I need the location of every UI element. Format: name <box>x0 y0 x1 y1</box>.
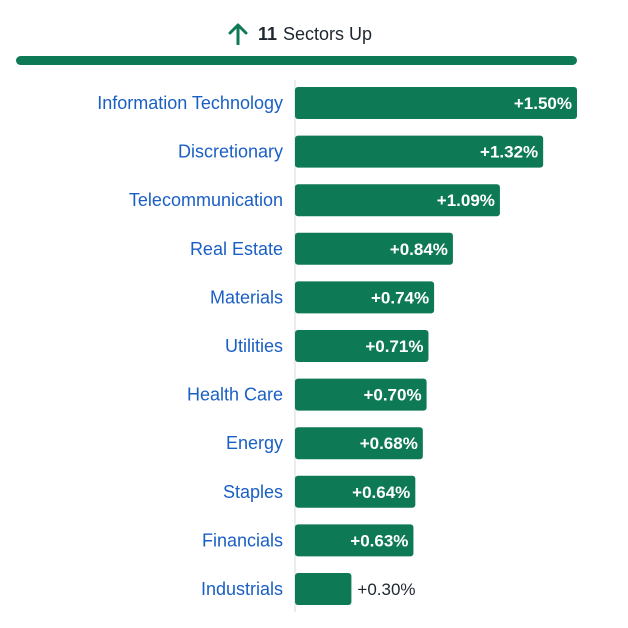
value-label-9: +0.63% <box>350 531 408 550</box>
value-label-0: +1.50% <box>514 94 572 113</box>
value-label-7: +0.68% <box>360 434 418 453</box>
bar-9[interactable] <box>295 524 414 557</box>
category-label-7[interactable]: Energy <box>226 433 283 453</box>
value-label-10: +0.30% <box>357 580 415 599</box>
category-label-2[interactable]: Telecommunication <box>129 190 283 210</box>
category-label-10[interactable]: Industrials <box>201 579 283 599</box>
bar-5[interactable] <box>295 330 429 362</box>
bar-3[interactable] <box>295 232 453 265</box>
value-label-5: +0.71% <box>365 337 423 356</box>
arrow-up-icon <box>228 23 248 45</box>
value-label-2: +1.09% <box>437 191 495 210</box>
bar-2[interactable] <box>295 184 500 217</box>
value-label-4: +0.74% <box>371 288 429 307</box>
category-label-9[interactable]: Financials <box>202 530 283 550</box>
bar-8[interactable] <box>295 475 416 508</box>
chart-header: 11 Sectors Up <box>0 18 600 50</box>
category-label-3[interactable]: Real Estate <box>190 239 283 259</box>
bar-6[interactable] <box>295 378 427 411</box>
category-label-5[interactable]: Utilities <box>225 336 283 356</box>
value-label-1: +1.32% <box>480 143 538 162</box>
value-label-6: +0.70% <box>363 386 421 405</box>
bar-1[interactable] <box>295 135 544 168</box>
sectors-up-count: 11 <box>257 23 277 44</box>
category-label-8[interactable]: Staples <box>223 482 283 502</box>
sectors-up-bar <box>16 56 577 65</box>
bar-10[interactable] <box>295 573 352 605</box>
bar-4[interactable] <box>295 281 435 314</box>
value-label-8: +0.64% <box>352 483 410 502</box>
sectors-up-label: Sectors Up <box>282 23 373 44</box>
bar-0[interactable] <box>295 87 577 119</box>
bar-7[interactable] <box>295 427 423 460</box>
category-label-0[interactable]: Information Technology <box>97 93 283 113</box>
value-label-3: +0.84% <box>390 240 448 259</box>
category-label-4[interactable]: Materials <box>210 287 283 307</box>
category-label-6[interactable]: Health Care <box>187 385 283 405</box>
category-label-1[interactable]: Discretionary <box>178 142 283 162</box>
